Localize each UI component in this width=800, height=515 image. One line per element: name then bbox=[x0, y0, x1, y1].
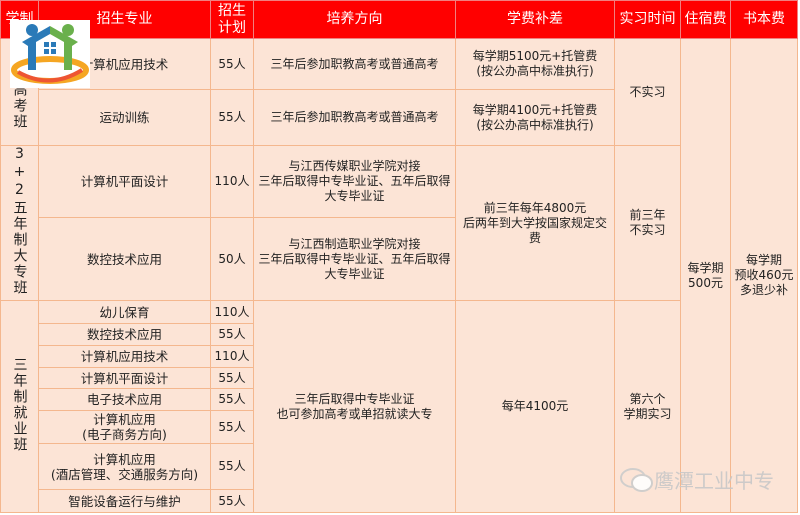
major: 计算机平面设计 bbox=[38, 145, 211, 218]
plan: 55人 bbox=[210, 38, 254, 90]
internship: 前三年 不实习 bbox=[614, 145, 681, 301]
plan: 55人 bbox=[210, 89, 254, 146]
group-label-text: 三年制就业班 bbox=[11, 356, 28, 453]
table-row: 数控技术应用 55人 bbox=[1, 323, 798, 346]
table-row: 三年制就业班 幼儿保育 110人 三年后取得中专毕业证 也可参加高考或单招就读大… bbox=[0, 300, 798, 513]
major: 电子技术应用 bbox=[38, 388, 211, 411]
plan: 55人 bbox=[210, 410, 254, 444]
header-cell: 住宿费 bbox=[680, 0, 731, 39]
plan: 110人 bbox=[210, 345, 254, 368]
plan: 110人 bbox=[210, 300, 254, 324]
major: 计算机应用 (电子商务方向) bbox=[38, 410, 211, 444]
table-row: 计算机应用技术 110人 bbox=[1, 345, 798, 368]
table-row: 智能设备运行与维护 55人 bbox=[1, 489, 798, 513]
watermark: 鹰潭工业中专 bbox=[620, 465, 774, 494]
plan: 55人 bbox=[210, 367, 254, 389]
table-row: 计算机应用 (酒店管理、交通服务方向) 55人 bbox=[1, 443, 798, 490]
plan: 50人 bbox=[210, 217, 254, 301]
plan: 55人 bbox=[210, 443, 254, 490]
header-cell: 培养方向 bbox=[253, 0, 456, 39]
header-row: 学制 招生专业 招生计划 培养方向 学费补差 实习时间 住宿费 书本费 bbox=[0, 0, 798, 39]
direction: 三年后参加职教高考或普通高考 bbox=[253, 89, 456, 146]
header-cell: 招生计划 bbox=[210, 0, 254, 39]
table-row: 普通高考班 计算机应用技术 55人 三年后参加职教高考或普通高考 每学期5100… bbox=[0, 38, 798, 513]
major: 运动训练 bbox=[38, 89, 211, 146]
fee: 每学期5100元+托管费 (按公办高中标准执行) bbox=[455, 38, 615, 90]
table-row: 运动训练 55人 三年后参加职教高考或普通高考 每学期4100元+托管费 (按公… bbox=[1, 89, 798, 146]
school-logo bbox=[10, 20, 90, 88]
dorm-fee: 每学期 500元 bbox=[680, 38, 731, 513]
header-plan: 招生计划 bbox=[218, 2, 246, 36]
group-label: 三年制就业班 bbox=[0, 300, 39, 513]
major: 智能设备运行与维护 bbox=[38, 489, 211, 513]
major: 计算机应用技术 bbox=[38, 345, 211, 368]
major: 数控技术应用 bbox=[38, 323, 211, 346]
header-cell: 书本费 bbox=[730, 0, 798, 39]
book-fee: 每学期 预收460元 多退少补 bbox=[730, 38, 798, 513]
header-cell: 学费补差 bbox=[455, 0, 615, 39]
fee: 前三年每年4800元 后两年到大学按国家规定交费 bbox=[455, 145, 615, 301]
table-row: 计算机平面设计 55人 bbox=[1, 367, 798, 389]
plan: 55人 bbox=[210, 489, 254, 513]
group-label: 3+2五年制大专班 bbox=[0, 145, 39, 301]
table-row: 3+2五年制大专班 计算机平面设计 110人 与江西传媒职业学院对接 三年后取得… bbox=[0, 145, 798, 301]
group-label-text: 3+2五年制大专班 bbox=[11, 146, 28, 296]
plan: 110人 bbox=[210, 145, 254, 218]
internship: 不实习 bbox=[614, 38, 681, 146]
direction: 与江西传媒职业学院对接 三年后取得中专毕业证、五年后取得大专毕业证 bbox=[253, 145, 456, 218]
fee: 每年4100元 bbox=[455, 300, 615, 513]
major: 计算机应用 (酒店管理、交通服务方向) bbox=[38, 443, 211, 490]
major: 数控技术应用 bbox=[38, 217, 211, 301]
fee: 每学期4100元+托管费 (按公办高中标准执行) bbox=[455, 89, 615, 146]
watermark-text: 鹰潭工业中专 bbox=[654, 469, 774, 493]
plan: 55人 bbox=[210, 323, 254, 346]
major: 计算机平面设计 bbox=[38, 367, 211, 389]
major: 幼儿保育 bbox=[38, 300, 211, 324]
table-row: 数控技术应用 50人 与江西制造职业学院对接 三年后取得中专毕业证、五年后取得大… bbox=[1, 217, 798, 301]
plan: 55人 bbox=[210, 388, 254, 411]
direction: 三年后参加职教高考或普通高考 bbox=[253, 38, 456, 90]
header-cell: 实习时间 bbox=[614, 0, 681, 39]
wechat-icon bbox=[620, 467, 653, 492]
direction: 与江西制造职业学院对接 三年后取得中专毕业证、五年后取得大专毕业证 bbox=[253, 217, 456, 301]
direction: 三年后取得中专毕业证 也可参加高考或单招就读大专 bbox=[253, 300, 456, 513]
